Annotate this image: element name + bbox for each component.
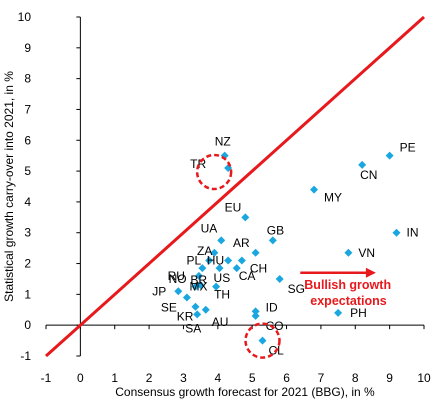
point-label-kr: KR (177, 310, 194, 324)
x-tick-label: 8 (352, 371, 359, 385)
point-pl (205, 256, 214, 265)
y-tick-label: 7 (24, 102, 31, 116)
point-label-ar: AR (233, 236, 250, 250)
point-label-eu: EU (225, 200, 242, 214)
x-axis-label: Consensus growth forecast for 2021 (BBG)… (115, 385, 375, 399)
annotation-arrow-head (365, 267, 376, 278)
highlight-circles (195, 153, 281, 359)
axes: -1 0 1 2 3 4 5 6 7 8 9 10 -1 0 1 2 3 4 5 6 7 8 9 10 (18, 10, 431, 385)
point-label-no: NO (169, 272, 187, 286)
point-label-br: BR (190, 273, 207, 287)
point-cn (358, 160, 367, 169)
x-tick-label: 7 (318, 371, 325, 385)
point-ca (232, 264, 241, 273)
point-vn (344, 248, 353, 257)
y-tick-label: 5 (24, 164, 31, 178)
point-ar (251, 248, 260, 257)
x-tick-label: 6 (283, 371, 290, 385)
y-tick-label: 0 (24, 318, 31, 332)
point-au (201, 305, 210, 314)
point-label-jp: JP (152, 284, 166, 298)
point-label-co: CO (266, 319, 284, 333)
point-my (310, 185, 319, 194)
point-hu (224, 256, 233, 265)
x-tick-label: 1 (111, 371, 118, 385)
point-label-id: ID (266, 300, 278, 314)
point-cl (258, 336, 267, 345)
point-label-pl: PL (187, 253, 202, 267)
point-jp (174, 287, 183, 296)
point-eu (241, 213, 250, 222)
x-tick-label: -1 (41, 371, 52, 385)
y-tick-label: 10 (18, 10, 32, 24)
point-label-my: MY (324, 191, 342, 205)
x-tick-label: 3 (180, 371, 187, 385)
point-label-za: ZA (197, 244, 212, 258)
point-label-cn: CN (360, 168, 377, 182)
point-id (251, 307, 260, 316)
highlight-circle-cl (244, 322, 281, 359)
point-label-se: SE (161, 300, 177, 314)
point-label-mx: MX (189, 280, 207, 294)
x-tick-label: 4 (214, 371, 221, 385)
point-label-ca: CA (239, 269, 256, 283)
point-sg (275, 274, 284, 283)
point-br (198, 264, 207, 273)
point-ua (217, 236, 226, 245)
point-se (182, 293, 191, 302)
point-label-hu: HU (207, 253, 224, 267)
x-tick-label: 0 (77, 371, 84, 385)
point-ph (334, 308, 343, 317)
y-tick-label: 2 (24, 257, 31, 271)
point-label-ch: CH (250, 261, 267, 275)
y-tick-label: 4 (24, 195, 31, 209)
point-label-vn: VN (358, 246, 375, 260)
reference-line-group (44, 15, 426, 358)
point-in (392, 228, 401, 237)
annotation-line-1: Bullish growth (304, 278, 391, 292)
point-mx (191, 282, 200, 291)
point-ch (237, 256, 246, 265)
point-label-in: IN (407, 226, 419, 240)
annotation-line-2: expectations (310, 294, 386, 308)
point-th (212, 282, 221, 291)
point-label-ph: PH (350, 306, 367, 320)
point-label-sa: SA (185, 321, 201, 335)
x-tick-label: 2 (146, 371, 153, 385)
point-label-th: TH (214, 288, 230, 302)
y-tick-label: -1 (20, 349, 31, 363)
point-kr (191, 302, 200, 311)
point-label-nz: NZ (215, 135, 231, 149)
y-tick-label: 6 (24, 133, 31, 147)
y-tick-label: 1 (24, 287, 31, 301)
x-tick-label: 5 (249, 371, 256, 385)
point-pe (385, 151, 394, 160)
point-label-gb: GB (267, 223, 284, 237)
point-us (215, 264, 224, 273)
point-za (210, 248, 219, 257)
point-label-au: AU (212, 315, 229, 329)
reference-line (44, 15, 426, 358)
point-label-ru: RU (168, 269, 185, 283)
point-label-sg: SG (288, 282, 305, 296)
point-gb (268, 236, 277, 245)
point-label-pe: PE (400, 141, 416, 155)
point-label-us: US (214, 271, 231, 285)
y-tick-label: 8 (24, 72, 31, 86)
point-label-ua: UA (201, 221, 218, 235)
y-tick-label: 9 (24, 41, 31, 55)
point-ru (194, 271, 203, 280)
annotation: Bullish growth expectations (300, 267, 391, 308)
data-points (174, 151, 401, 345)
y-tick-label: 3 (24, 226, 31, 240)
highlight-circle-tr (195, 153, 233, 191)
point-sa (193, 310, 202, 319)
x-tick-label: 9 (386, 371, 393, 385)
x-tick-label: 10 (417, 371, 431, 385)
point-co (251, 311, 260, 320)
y-axis-label: Statistical growth carry-over into 2021,… (2, 71, 16, 302)
